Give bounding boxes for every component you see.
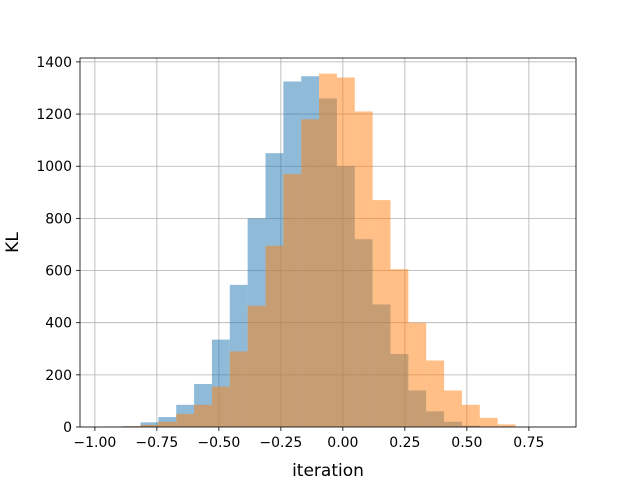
histogram-bar: [176, 413, 195, 427]
x-tick-label: 0.75: [513, 435, 544, 451]
histogram-bar: [229, 351, 248, 427]
histogram-bar: [426, 360, 445, 427]
y-tick-label: 200: [45, 368, 72, 384]
x-axis-title: iteration: [292, 461, 364, 480]
y-axis-title: KL: [3, 232, 23, 253]
plot-frame: [79, 57, 577, 428]
histogram-bar: [444, 390, 462, 427]
x-tick-label: 0.50: [451, 435, 482, 451]
histogram-bar: [140, 422, 159, 427]
histogram-bar: [158, 421, 177, 427]
histogram-bar: [265, 245, 284, 427]
x-tick-label: 0.25: [389, 435, 420, 451]
histogram-bar: [497, 424, 516, 427]
histogram-bar: [461, 404, 480, 427]
histogram-bar: [211, 386, 230, 427]
y-tick-label: 1200: [36, 107, 72, 123]
histogram-bar: [390, 269, 409, 427]
histogram-bar: [354, 111, 373, 428]
histogram-bar: [372, 200, 391, 427]
x-tick-label: −0.25: [259, 435, 302, 451]
histogram-bar: [283, 174, 302, 427]
axes: [79, 57, 577, 428]
histogram-bar: [247, 305, 266, 427]
histogram-bar: [336, 77, 355, 428]
histogram-bars: [104, 73, 516, 428]
y-tick-label: 1000: [36, 159, 72, 175]
histogram-bar: [319, 73, 337, 428]
y-tick-label: 0: [63, 420, 72, 436]
ticks: −1.00 −0.75 −0.50 −0.25 0.00 0.25 0.50 0.75 0 200…: [36, 55, 544, 451]
histogram-bar: [140, 424, 159, 427]
x-tick-label: 0.00: [327, 435, 358, 451]
x-tick-label: −0.75: [135, 435, 178, 451]
histogram-bar: [301, 119, 320, 427]
x-tick-label: −0.50: [197, 435, 240, 451]
y-tick-label: 400: [45, 316, 72, 332]
y-tick-label: 600: [45, 264, 72, 280]
histogram-bar: [194, 404, 212, 427]
y-tick-label: 800: [45, 211, 72, 227]
x-tick-label: −1.00: [73, 435, 116, 451]
histogram-bar: [408, 322, 427, 427]
y-tick-label: 1400: [36, 55, 72, 71]
histogram-bar: [479, 417, 498, 427]
